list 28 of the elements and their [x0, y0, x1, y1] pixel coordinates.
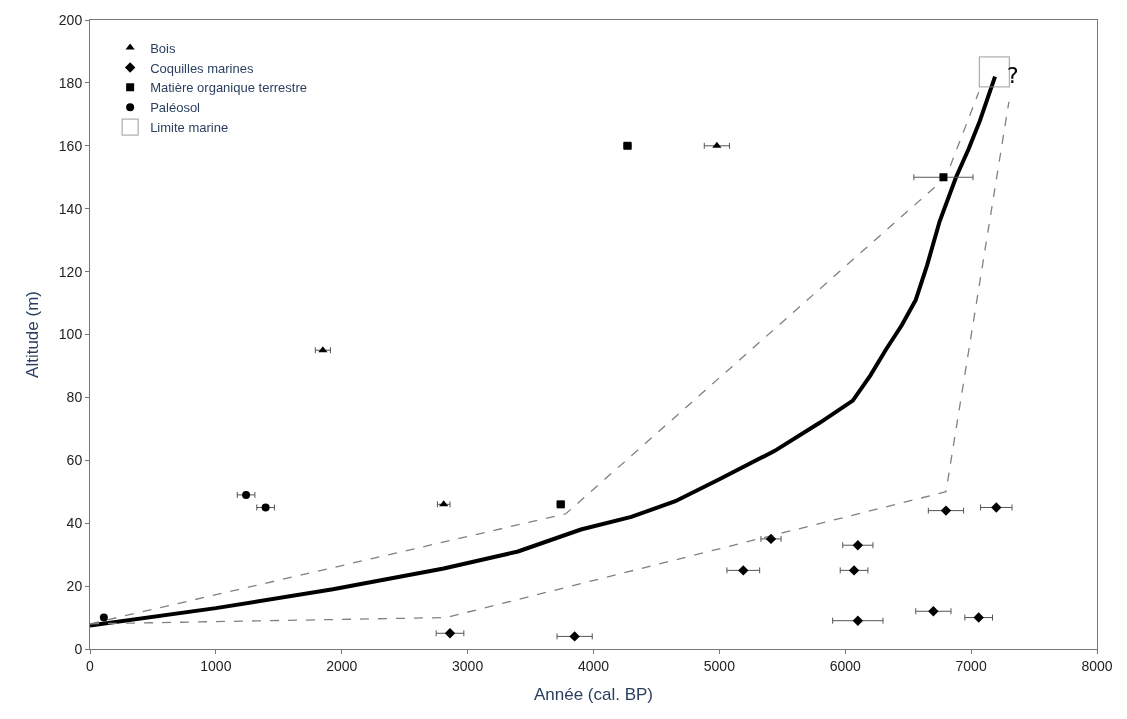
x-axis-title: Année (cal. BP) [533, 685, 654, 705]
y-tick-label: 0 [74, 640, 83, 657]
annotation: ? [1007, 63, 1019, 88]
x-tick-label: 1000 [200, 657, 232, 674]
legend-label: Coquilles marines [150, 60, 254, 76]
y-tick-label: 20 [66, 578, 83, 594]
legend-label: Paléosol [150, 100, 201, 116]
x-tick-label: 3000 [452, 657, 484, 674]
y-tick-label: 180 [58, 74, 83, 91]
y-tick-label: 140 [58, 200, 83, 217]
x-tick-label: 0 [86, 657, 95, 674]
x-tick-label: 8000 [1081, 657, 1113, 674]
x-tick-label: 5000 [703, 657, 736, 674]
x-tick-label: 6000 [829, 657, 862, 674]
legend-label: Matière organique terrestre [150, 80, 307, 96]
legend-label: Bois [150, 40, 176, 56]
y-axis-title: Altitude (m) [23, 291, 43, 378]
y-tick-label: 60 [66, 452, 83, 469]
y-tick-label: 200 [58, 11, 83, 28]
y-tick-label: 160 [58, 137, 83, 154]
x-tick-label: 7000 [955, 657, 987, 674]
y-tick-label: 100 [58, 326, 83, 343]
y-tick-label: 120 [58, 263, 83, 280]
x-tick-label: 2000 [326, 657, 358, 674]
y-tick-label: 80 [66, 389, 83, 406]
y-tick-label: 40 [66, 515, 83, 532]
legend-label: Limite marine [150, 120, 229, 136]
x-tick-label: 4000 [577, 657, 610, 674]
